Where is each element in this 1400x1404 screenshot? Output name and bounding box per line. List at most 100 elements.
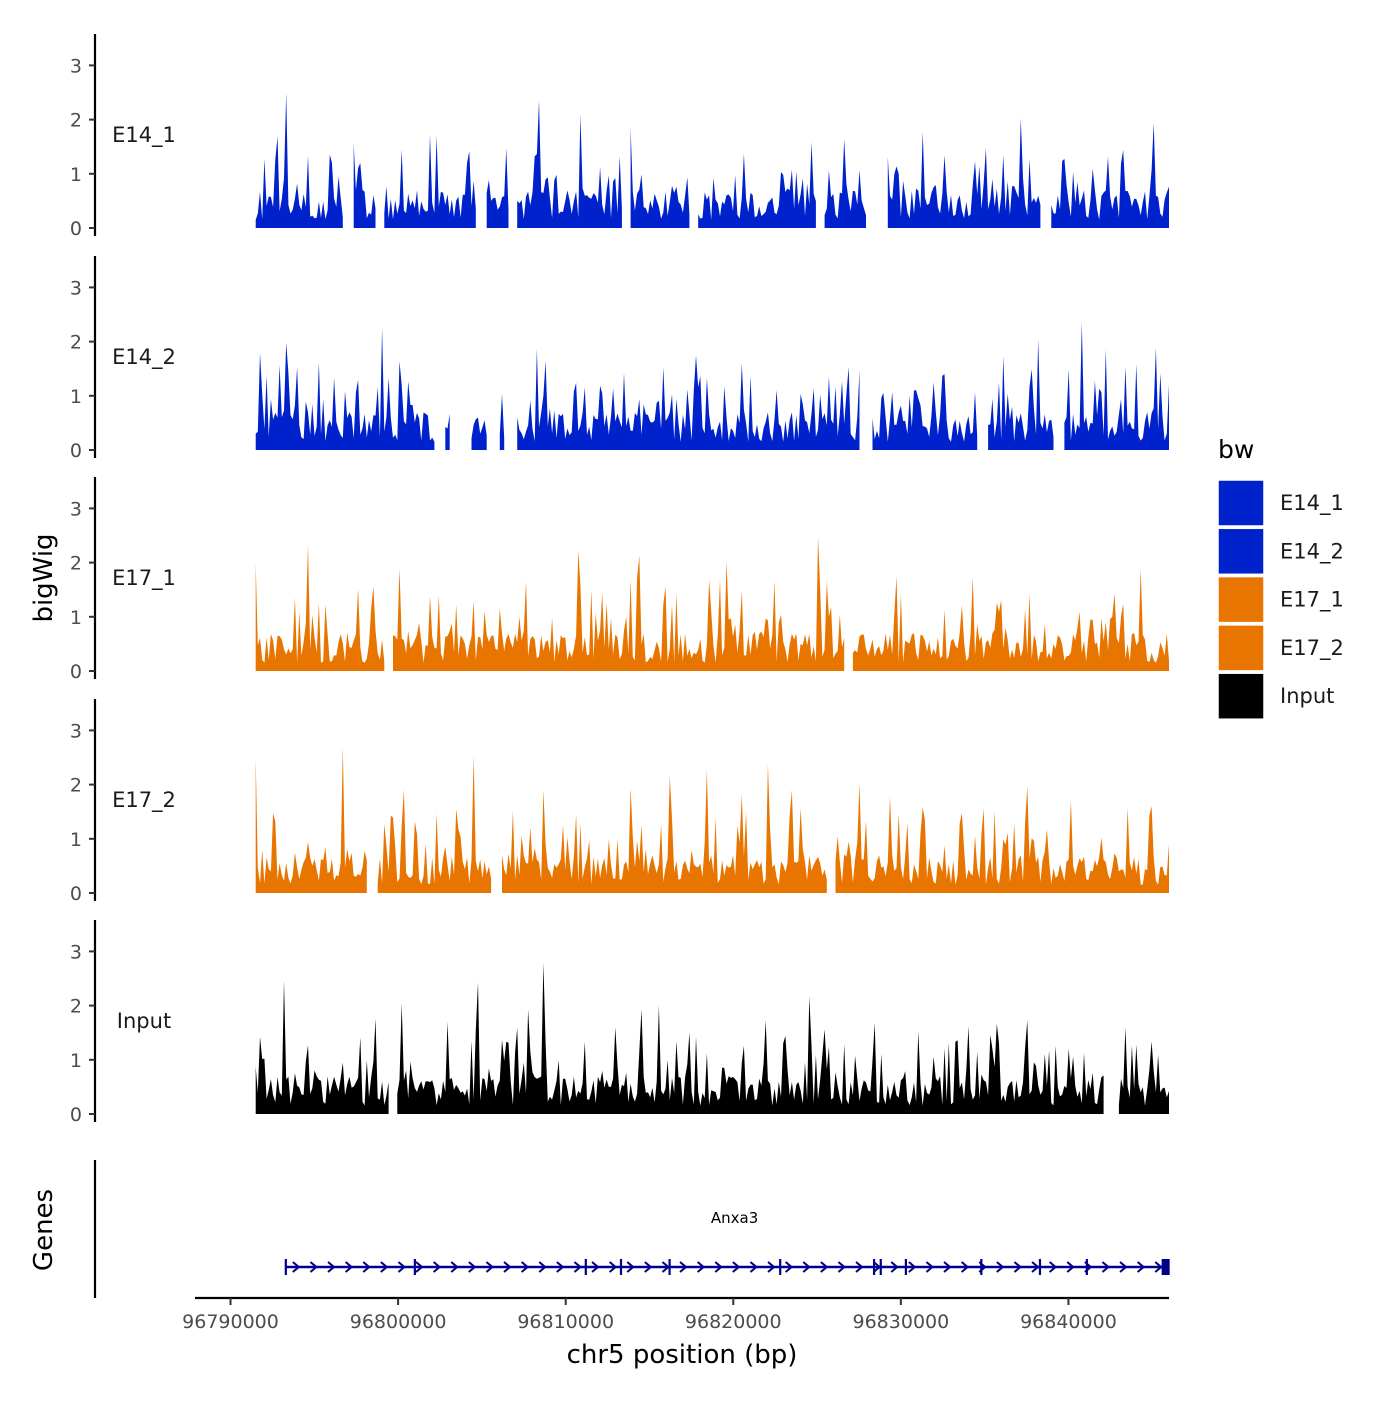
- strand-arrow: [1136, 1261, 1146, 1273]
- x-axis-title: chr5 position (bp): [567, 1340, 798, 1370]
- y-tick-label: 1: [70, 607, 82, 629]
- x-tick-label: 96820000: [685, 1311, 782, 1333]
- y-tick-label: 0: [70, 661, 82, 683]
- y-tick-label: 3: [70, 941, 82, 963]
- genes-axis-title: Genes: [29, 1189, 59, 1271]
- strand-arrow: [872, 1261, 882, 1273]
- strand-arrow: [1066, 1261, 1075, 1273]
- strand-arrow: [1101, 1261, 1110, 1273]
- strand-arrow: [767, 1261, 776, 1273]
- exon: [779, 1259, 782, 1275]
- strand-arrow: [732, 1261, 741, 1273]
- x-axis: 96790000 96800000 96810000 96820000 96830000…: [182, 1296, 1169, 1333]
- legend-title: bw: [1218, 435, 1254, 464]
- track-E14_1: 0 1 2 3 E14_1: [70, 34, 1169, 240]
- strand-arrow: [890, 1261, 899, 1273]
- exon: [668, 1259, 671, 1275]
- exon: [980, 1259, 983, 1275]
- strand-arrow: [556, 1261, 565, 1273]
- strand-arrow: [1154, 1261, 1163, 1273]
- strand-arrow: [485, 1261, 494, 1273]
- strand-arrow: [749, 1261, 758, 1273]
- exon: [584, 1259, 587, 1275]
- exon: [904, 1259, 907, 1275]
- strand-arrow: [362, 1261, 371, 1273]
- legend-swatch-E17_1: [1217, 575, 1265, 624]
- gene-layer: Anxa3: [93, 1160, 1170, 1298]
- strand-arrow: [679, 1261, 688, 1273]
- strand-arrow: [591, 1261, 600, 1273]
- strand-arrow: [1119, 1261, 1128, 1273]
- exon: [1038, 1259, 1042, 1275]
- exon: [413, 1259, 416, 1275]
- exon: [872, 1259, 876, 1275]
- y-tick-label: 3: [70, 277, 82, 299]
- exon: [1085, 1259, 1088, 1275]
- strand-arrow: [696, 1261, 706, 1273]
- strand-arrow: [573, 1261, 582, 1273]
- legend-label-E14_2: E14_2: [1280, 539, 1344, 564]
- strand-arrow: [344, 1261, 354, 1273]
- strand-arrow: [644, 1261, 653, 1273]
- x-tick-label: 96800000: [350, 1311, 447, 1333]
- strand-arrow: [380, 1261, 389, 1273]
- strand-arrow: [1031, 1261, 1040, 1273]
- legend-label-E17_1: E17_1: [1280, 588, 1344, 613]
- y-tick-label: 0: [70, 883, 82, 905]
- signal-area-E17_1: [255, 536, 1169, 671]
- strand-arrow: [450, 1261, 459, 1273]
- strand-arrow: [292, 1261, 301, 1273]
- legend-swatch-E17_2: [1217, 624, 1265, 672]
- exon: [1161, 1259, 1170, 1275]
- legend-swatch-E14_2: [1217, 527, 1265, 576]
- strand-arrow: [802, 1261, 811, 1273]
- strand-arrow: [608, 1261, 618, 1273]
- track-label-E14_1: E14_1: [112, 123, 176, 148]
- track-label-E17_2: E17_2: [112, 788, 176, 813]
- y-tick-label: 0: [70, 1104, 82, 1126]
- y-tick-label: 1: [70, 164, 82, 186]
- legend-label-Input: Input: [1280, 684, 1334, 708]
- x-tick-label: 96840000: [1020, 1311, 1117, 1333]
- track-Input: 0 1 2 3 Input: [70, 920, 1169, 1126]
- strand-arrow: [1013, 1261, 1022, 1273]
- strand-arrow: [1048, 1261, 1058, 1273]
- legend: bw E14_1 E14_2 E17_1 E17_2 Input: [1217, 435, 1344, 720]
- strand-arrow: [820, 1261, 829, 1273]
- signal-area-E14_1: [255, 92, 1169, 229]
- strand-arrow: [837, 1261, 846, 1273]
- strand-arrow: [714, 1261, 723, 1273]
- gene-label: Anxa3: [711, 1209, 758, 1227]
- y-tick-label: 3: [70, 498, 82, 520]
- strand-arrow: [309, 1261, 318, 1273]
- exon: [619, 1259, 623, 1275]
- legend-label-E17_2: E17_2: [1280, 636, 1344, 661]
- y-tick-label: 2: [70, 775, 82, 797]
- strand-arrow: [784, 1261, 794, 1273]
- x-tick-label: 96810000: [517, 1311, 614, 1333]
- strand-arrow: [538, 1261, 547, 1273]
- y-tick-label: 1: [70, 1050, 82, 1072]
- strand-arrow: [960, 1261, 970, 1273]
- legend-swatch-E14_1: [1217, 479, 1265, 527]
- exon: [284, 1259, 287, 1275]
- signal-area-Input: [255, 962, 1169, 1114]
- strand-arrow: [943, 1261, 952, 1273]
- strand-arrow: [855, 1261, 864, 1273]
- y-tick-label: 3: [70, 55, 82, 77]
- x-tick-label: 96790000: [182, 1311, 279, 1333]
- y-tick-label: 2: [70, 332, 82, 354]
- y-tick-label: 0: [70, 218, 82, 240]
- tracks-layer: 0 1 2 3 E14_1 0 1 2 3 E14_2 0 1 2 3 E17_1 0 1 2 3 E17_2 0 1 2 3…: [70, 34, 1169, 1126]
- strand-arrow: [520, 1261, 530, 1273]
- strand-arrow: [503, 1261, 512, 1273]
- strand-arrow: [908, 1261, 917, 1273]
- y-axis-title: bigWig: [29, 533, 59, 622]
- track-E17_1: 0 1 2 3 E17_1: [70, 477, 1169, 683]
- strand-arrow: [327, 1261, 336, 1273]
- y-tick-label: 3: [70, 720, 82, 742]
- track-label-E17_1: E17_1: [112, 566, 176, 591]
- strand-arrow: [415, 1261, 424, 1273]
- track-label-Input: Input: [117, 1009, 171, 1033]
